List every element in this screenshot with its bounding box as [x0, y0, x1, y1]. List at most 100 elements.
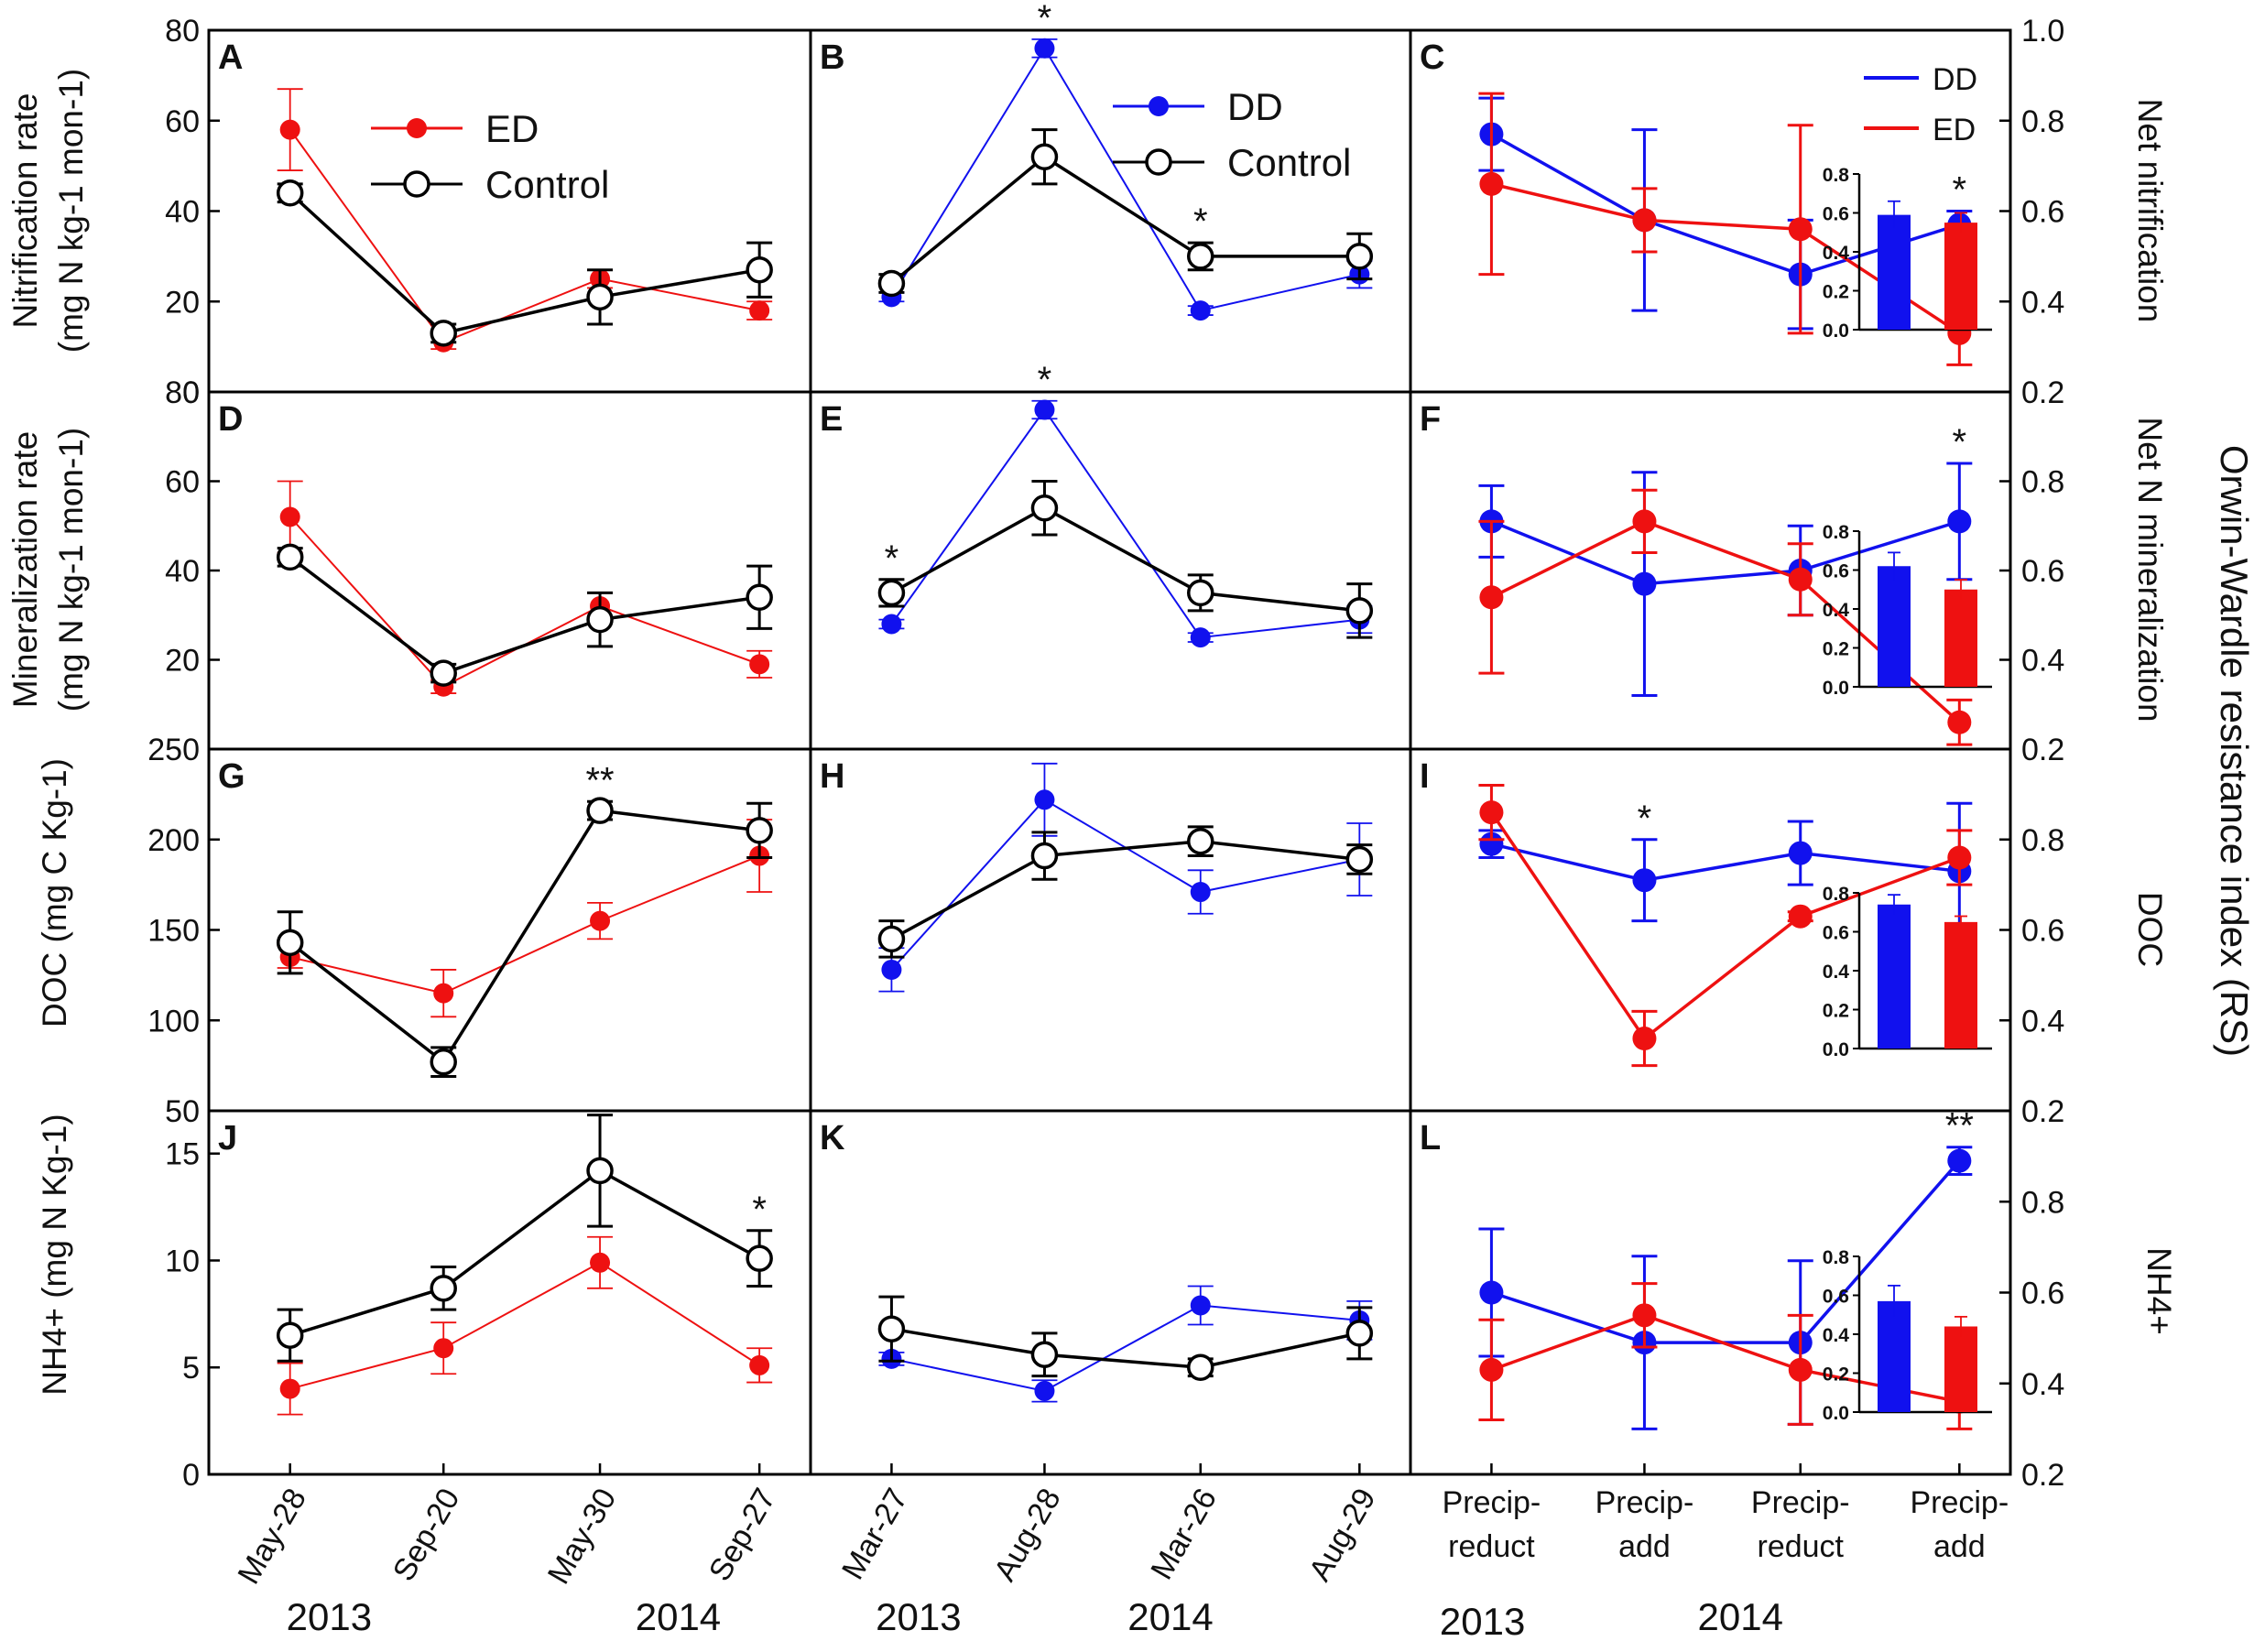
inset-y-tick-label: 0.2 [1823, 282, 1849, 303]
panel-E: E * * [820, 360, 1374, 648]
data-point [1345, 845, 1374, 874]
inset-bar-chart: 0.0 0.2 0.4 0.6 0.8 [1823, 1247, 1992, 1424]
x-tick-label-line2: add [1618, 1529, 1671, 1564]
data-point [746, 255, 773, 284]
legend-label: ED [485, 107, 539, 150]
series-line [890, 799, 1360, 971]
panel-C: C 0.2 0.4 0.6 0.8 1.0 * DD ED 0.0 0.2 0.4 0.6 0.8 [1420, 14, 2064, 410]
data-point [1632, 1027, 1657, 1050]
data-point [877, 925, 906, 953]
legend: DD ED [1864, 62, 1977, 147]
series-control [877, 1295, 1374, 1381]
right-row-label-text: Net N mineralization [2131, 417, 2169, 722]
inset-y-tick-label: 0.4 [1823, 600, 1850, 621]
x-tick-label-group: Mar-27 [835, 1483, 915, 1585]
y-tick-label: 80 [165, 375, 200, 410]
significance-star: * [1953, 422, 1967, 462]
year-label: 2014 [1698, 1595, 1783, 1638]
y-tick-label: 0.4 [2021, 1367, 2064, 1402]
right-row-label: Net N mineralization [2131, 417, 2169, 722]
data-point [1030, 1341, 1059, 1368]
y-tick-label: 0.8 [2021, 465, 2064, 500]
data-point [1034, 38, 1055, 59]
data-point [430, 1275, 457, 1302]
legend-label: ED [1933, 113, 1976, 147]
series-control [276, 797, 773, 1078]
legend-marker [1145, 148, 1172, 176]
series-line [289, 129, 760, 343]
data-point [276, 179, 304, 207]
series-line [1491, 842, 1960, 882]
series-dd [878, 399, 1373, 648]
x-tick-label-line2: add [1933, 1529, 1986, 1564]
x-tick-label-group: Mar-26 [1144, 1483, 1224, 1585]
x-tick-label: Sep-27 [702, 1483, 783, 1587]
series-control [276, 1114, 773, 1363]
data-point [1947, 509, 1972, 534]
inset-y-tick-label: 0.0 [1823, 678, 1849, 699]
y-tick-label: 0.4 [2021, 1004, 2064, 1038]
data-point [279, 1378, 300, 1399]
series-line [289, 516, 760, 688]
y-axis-label-line1: Nitrification rate [6, 92, 44, 328]
series-line [289, 1168, 760, 1337]
y-axis-label-min: Mineralization rate (mg N kg-1 mon-1) [6, 428, 90, 712]
series-ed [277, 819, 773, 1018]
inset-bar-ed [1944, 921, 1977, 1049]
series-line [890, 505, 1360, 613]
significance-star: ** [585, 760, 614, 800]
data-point [746, 817, 773, 844]
data-point [586, 283, 614, 311]
data-point [1345, 243, 1374, 270]
right-row-label: NH4+ [2140, 1247, 2178, 1335]
inset-bar-chart: 0.0 0.2 0.4 0.6 0.8 [1823, 522, 1992, 699]
series-control [276, 179, 773, 347]
right-axis-title-text: Orwin-Wardle resistance index (RS) [2213, 445, 2254, 1057]
x-tick-label: Aug-29 [1302, 1483, 1383, 1587]
series-line [1489, 811, 1960, 1041]
data-point [881, 614, 902, 635]
inset-y-tick-label: 0.8 [1823, 884, 1850, 905]
panel-letter: I [1420, 757, 1430, 796]
data-point [746, 1244, 773, 1272]
data-point [279, 506, 300, 527]
data-point [1479, 585, 1504, 610]
x-tick-label-group: Aug-29 [1302, 1483, 1383, 1587]
inset-y-tick-label: 0.8 [1823, 1247, 1850, 1268]
series-line [289, 191, 760, 335]
x-tick-label: Sep-20 [387, 1483, 467, 1587]
y-tick-label: 15 [165, 1137, 200, 1172]
panel-letter: J [218, 1119, 237, 1157]
data-point [1947, 1148, 1972, 1173]
data-point [877, 579, 906, 607]
inset-y-tick-label: 0.2 [1823, 1001, 1849, 1022]
y-tick-label: 0.4 [2021, 285, 2064, 320]
inset-bar-chart: 0.0 0.2 0.4 0.6 0.8 [1823, 884, 1992, 1060]
legend-label: Control [1227, 141, 1351, 184]
x-tick-label-group: Sep-20 [387, 1483, 467, 1587]
inset-y-tick-label: 0.8 [1823, 165, 1850, 186]
data-point [877, 269, 906, 298]
data-point [1479, 831, 1504, 856]
y-axis-label-nitr: Nitrification rate (mg N kg-1 mon-1) [6, 69, 90, 353]
data-point [1187, 579, 1214, 607]
series-control [877, 480, 1374, 639]
inset-bar-ed [1944, 1326, 1977, 1412]
inset-bar-chart: 0.0 0.2 0.4 0.6 0.8 [1823, 165, 1992, 342]
data-point [746, 583, 773, 611]
series-control [877, 825, 1374, 959]
inset-bar-dd [1878, 566, 1911, 687]
x-tick-label-line1: Precip- [1443, 1485, 1541, 1520]
series-line [890, 408, 1360, 639]
inset-y-tick-label: 0.4 [1823, 243, 1850, 264]
y-tick-label: 200 [147, 823, 200, 858]
series-control [877, 128, 1374, 298]
panel-F: F 0.2 0.4 0.6 0.8 * 0.0 0.2 0.4 0.6 0.8 [1420, 400, 2064, 767]
inset-y-tick-label: 0.4 [1823, 1325, 1850, 1346]
y-tick-label: 150 [147, 914, 200, 949]
data-point [1632, 868, 1657, 893]
data-point [430, 659, 457, 687]
legend: ED Control [371, 107, 609, 206]
inset-bar-dd [1878, 214, 1911, 330]
